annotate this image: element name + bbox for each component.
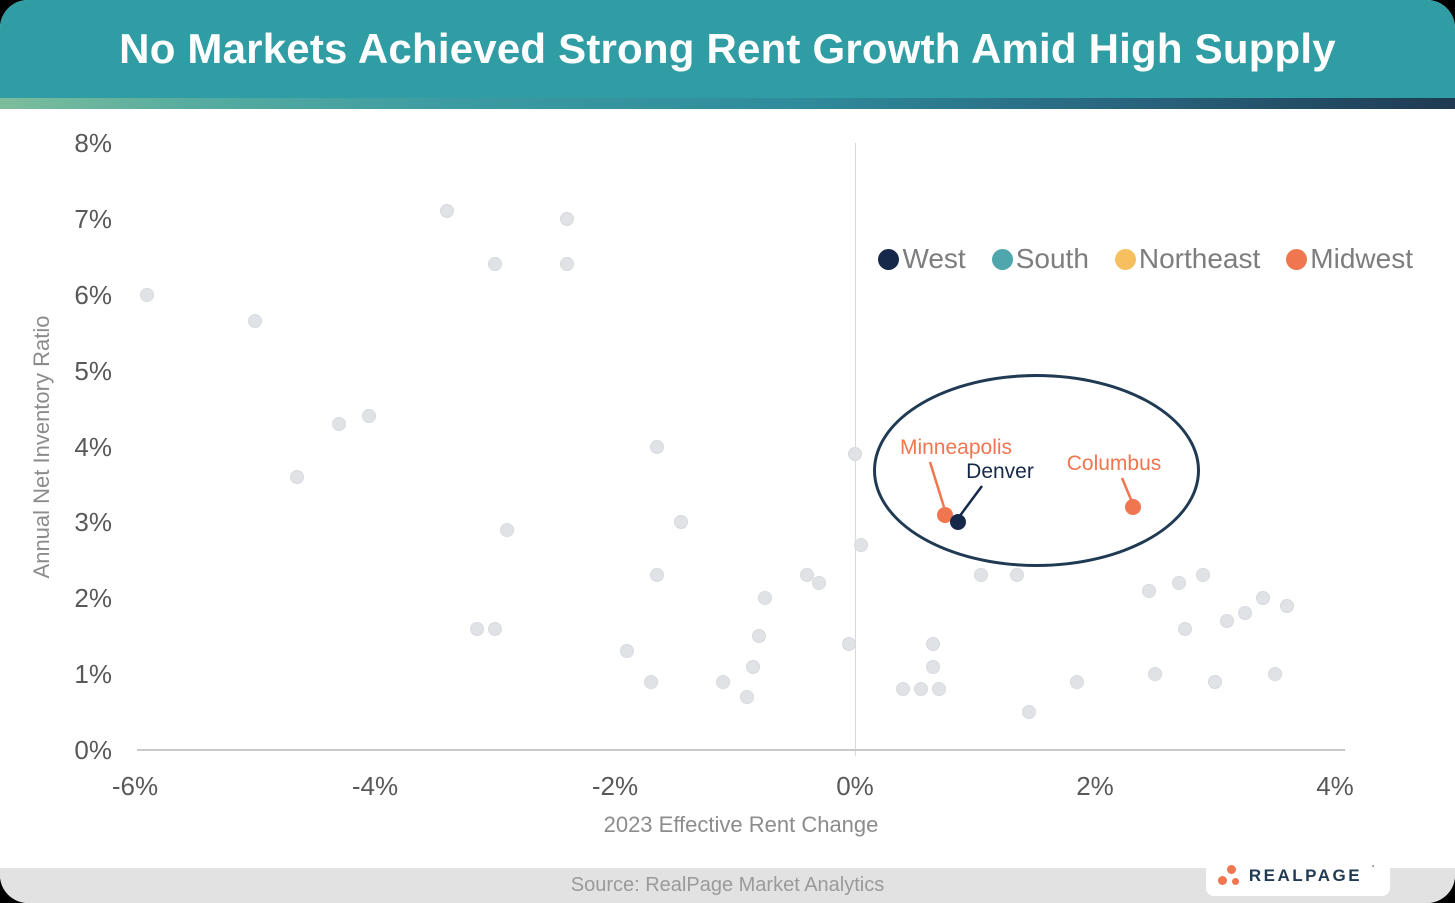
legend-item-northeast: Northeast [1114, 243, 1261, 275]
data-point [248, 314, 262, 329]
data-point [1196, 568, 1210, 583]
data-point [914, 682, 928, 697]
data-point [1280, 598, 1294, 613]
x-tick-label: 2% [1076, 771, 1114, 801]
x-tick-label: -6% [111, 771, 159, 801]
data-point [932, 682, 946, 697]
data-point [1208, 674, 1222, 689]
data-point [1268, 667, 1282, 682]
legend-item-midwest: Midwest [1286, 243, 1413, 275]
data-point [500, 522, 514, 537]
y-tick-label: 6% [74, 279, 112, 310]
data-point [746, 659, 760, 674]
legend-item-west: West [878, 243, 966, 275]
highlighted-point-columbus [1125, 499, 1142, 516]
data-point [620, 644, 634, 659]
data-point [1148, 667, 1162, 682]
data-point [470, 621, 484, 636]
x-tick-label: 0% [836, 771, 874, 801]
data-point [488, 621, 502, 636]
data-point [1238, 606, 1252, 621]
header-gradient-strip [0, 98, 1455, 109]
data-point [1256, 591, 1270, 606]
data-point [1022, 705, 1036, 720]
data-point [752, 629, 766, 644]
x-axis-line [137, 749, 1345, 751]
data-point [362, 409, 376, 424]
city-label-columbus: Columbus [1066, 452, 1162, 475]
y-tick-label: 0% [74, 735, 112, 765]
data-point [974, 568, 988, 583]
data-point [674, 515, 688, 530]
source-text: Source: RealPage Market Analytics [570, 874, 885, 896]
x-axis-title: 2023 Effective Rent Change [603, 812, 879, 837]
y-tick-label: 1% [74, 659, 112, 690]
annotation-ellipse [873, 374, 1200, 567]
data-point [650, 439, 664, 454]
data-point [800, 568, 814, 583]
data-point [758, 591, 772, 606]
y-tick-label: 2% [74, 583, 112, 614]
realpage-logo-text: REALPAGE [1248, 866, 1363, 885]
south-legend-dot-icon [991, 248, 1013, 270]
data-point [488, 257, 502, 272]
data-point [560, 257, 574, 272]
city-label-denver: Denver [966, 460, 1034, 483]
data-point [926, 636, 940, 651]
data-point [854, 538, 868, 553]
y-tick-label: 7% [74, 203, 112, 234]
data-point [896, 682, 910, 697]
x-tick-label: -4% [351, 771, 399, 801]
x-tick-label: -2% [591, 771, 639, 801]
title-bar: No Markets Achieved Strong Rent Growth A… [0, 0, 1455, 98]
data-point [926, 659, 940, 674]
data-point [1178, 621, 1192, 636]
data-point [332, 416, 346, 431]
data-point [1220, 614, 1234, 628]
data-point [644, 674, 658, 689]
logo-trademark-icon: ' [1372, 864, 1374, 875]
legend-label: West [902, 243, 966, 274]
data-point [740, 689, 754, 704]
realpage-dots-icon [1217, 865, 1240, 887]
legend-label: Northeast [1138, 243, 1261, 274]
x-tick-label: 4% [1316, 771, 1354, 801]
data-point [842, 636, 856, 651]
data-point [1070, 674, 1084, 689]
legend-label: Midwest [1310, 243, 1413, 274]
data-point [440, 204, 454, 219]
legend-item-south: South [991, 243, 1089, 275]
realpage-logo: REALPAGE ' [1205, 856, 1390, 896]
highlighted-point-denver [950, 514, 967, 531]
data-point [560, 211, 574, 226]
data-point [1010, 568, 1024, 583]
legend-label: South [1015, 243, 1089, 274]
page-title: No Markets Achieved Strong Rent Growth A… [119, 25, 1336, 72]
data-point [1172, 576, 1186, 591]
data-point [650, 568, 664, 583]
data-point [812, 576, 826, 591]
y-tick-label: 5% [74, 355, 112, 386]
northeast-legend-dot-icon [1114, 248, 1136, 270]
highlighted-point-minneapolis [937, 506, 953, 523]
legend: West South Northeast Midwest [878, 243, 1413, 275]
data-point [140, 287, 154, 302]
west-legend-dot-icon [878, 248, 900, 270]
data-point [848, 447, 862, 462]
y-tick-label: 8% [74, 128, 112, 158]
y-tick-label: 4% [74, 431, 112, 462]
y-tick-label: 3% [74, 507, 112, 538]
city-label-minneapolis: Minneapolis [899, 436, 1013, 459]
data-point [716, 674, 730, 689]
midwest-legend-dot-icon [1286, 248, 1308, 270]
data-point [290, 469, 304, 484]
data-point [1142, 583, 1156, 598]
